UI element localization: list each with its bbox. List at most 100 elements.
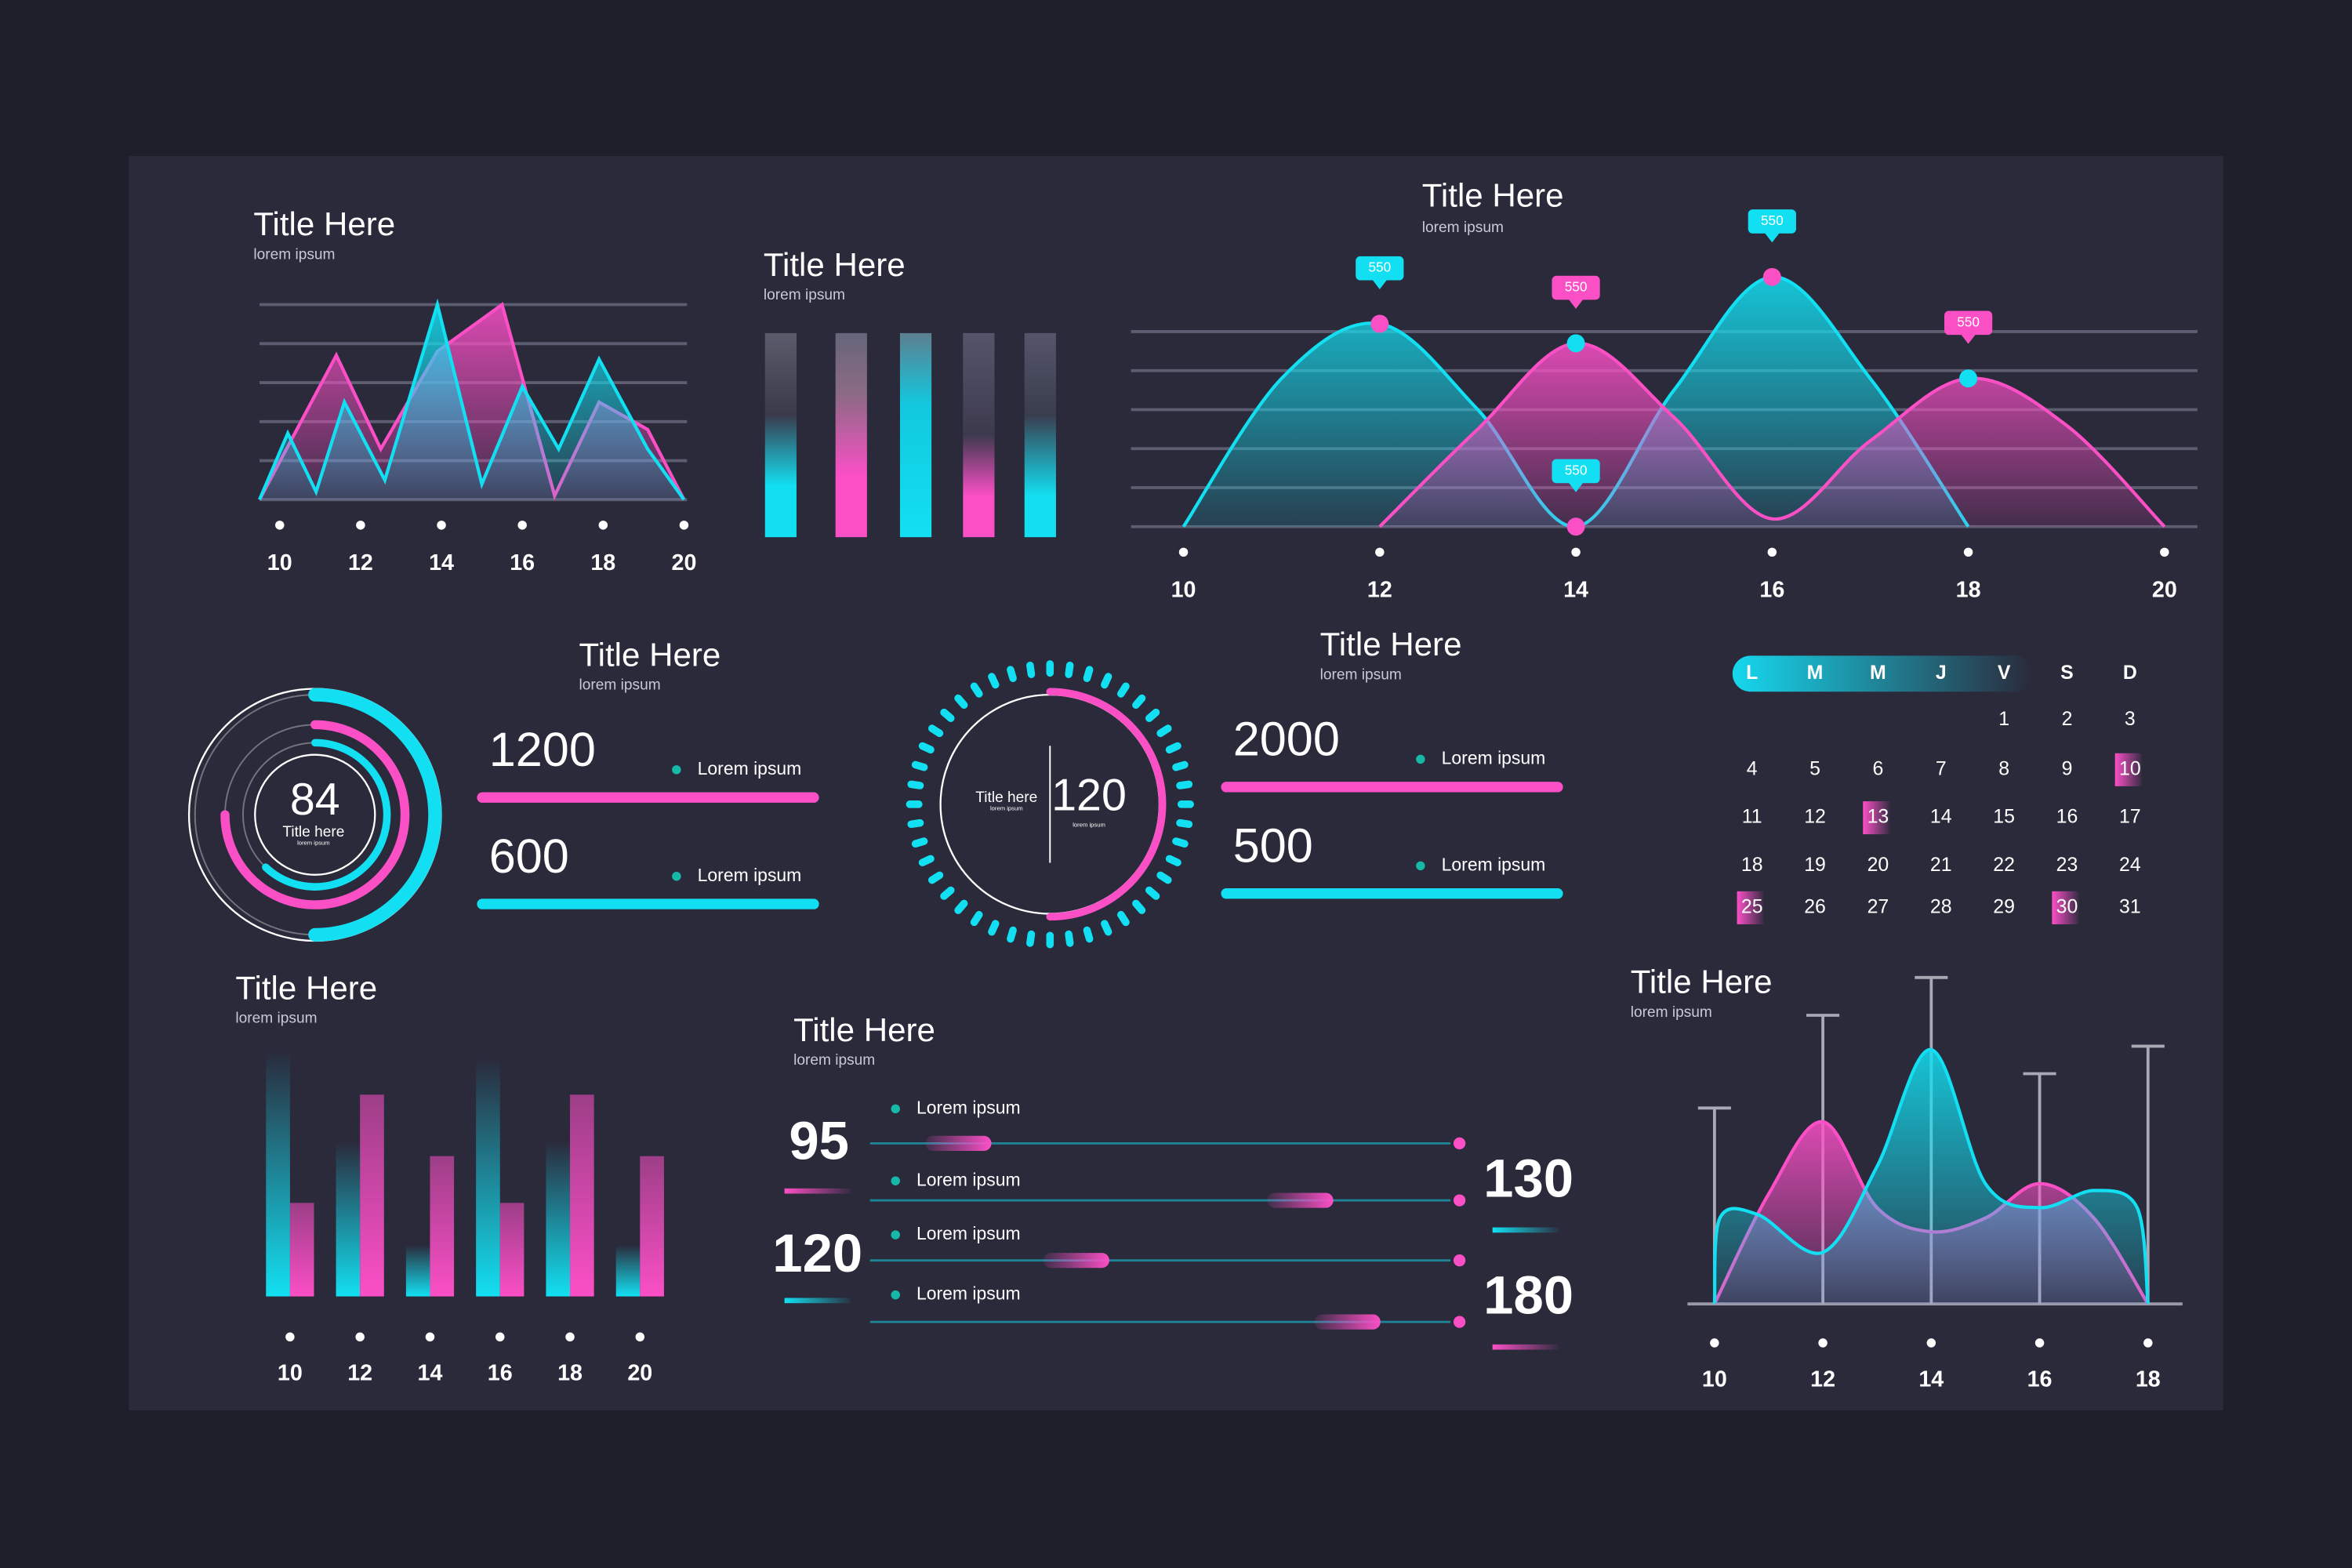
- gauge-sublabel: lorem ipsum: [297, 840, 330, 847]
- x-tick-label: 14: [429, 550, 454, 575]
- x-tick-label: 16: [1759, 578, 1784, 603]
- deco-bar: [1024, 332, 1056, 538]
- day: 15: [1993, 806, 2015, 828]
- stat-label: Lorem ipsum: [698, 865, 802, 885]
- x-tick-label: 14: [1918, 1367, 1944, 1392]
- area-fill: [259, 304, 684, 500]
- slider-knob: [1314, 1314, 1381, 1330]
- day-highlight: [1737, 891, 1764, 924]
- dial-dot: [907, 780, 924, 789]
- dial-label: Title here: [975, 789, 1037, 806]
- day: 4: [1747, 757, 1758, 779]
- bar: [499, 1203, 524, 1297]
- dial-sublabel: lorem ipsum: [990, 805, 1023, 812]
- dial-dot: [1026, 930, 1036, 947]
- day: 3: [2125, 708, 2136, 730]
- x-tick-dot: [1178, 547, 1189, 557]
- stat-label: Lorem ipsum: [1442, 854, 1546, 874]
- point-marker: [1370, 314, 1389, 333]
- panel-title: Title Here: [764, 246, 906, 283]
- day: 28: [1930, 895, 1952, 917]
- day: 18: [1741, 854, 1763, 876]
- point-label: 550: [1957, 314, 1980, 329]
- dial-dot: [1046, 660, 1054, 677]
- dial-dot: [1172, 837, 1189, 848]
- gauge-arc: [220, 720, 410, 909]
- day: 14: [1930, 806, 1952, 828]
- day: 12: [1804, 806, 1826, 828]
- dial-dot: [1176, 780, 1193, 789]
- x-tick-dot: [356, 521, 365, 530]
- bar: [640, 1156, 664, 1297]
- number-underline: [784, 1298, 851, 1304]
- stat-value: 500: [1233, 818, 1313, 872]
- dial-dot: [1176, 818, 1193, 829]
- day: 27: [1867, 895, 1889, 917]
- day: 6: [1872, 757, 1883, 779]
- line: [1378, 341, 2166, 528]
- dial-dot: [1145, 708, 1160, 722]
- dial-dot: [970, 910, 983, 927]
- bar: [336, 1141, 361, 1297]
- day: 20: [1867, 854, 1889, 876]
- day: 23: [2056, 854, 2078, 876]
- slider-label: Lorem ipsum: [916, 1283, 1021, 1304]
- day: 31: [2119, 895, 2141, 917]
- x-tick-dot: [517, 521, 527, 530]
- x-tick-dot: [285, 1332, 295, 1342]
- chart-subtitle: lorem ipsum: [253, 246, 335, 263]
- deco-bar: [764, 332, 797, 538]
- x-tick-label: 18: [590, 550, 615, 575]
- day: 5: [1809, 757, 1820, 779]
- point-marker: [1566, 334, 1585, 353]
- gauge-label: Title here: [282, 824, 344, 840]
- dial-dot: [1145, 886, 1160, 900]
- slider-end: [1453, 1316, 1466, 1328]
- dial-dot: [1046, 931, 1054, 949]
- dial-dot: [1101, 673, 1112, 689]
- point-label: 550: [1368, 260, 1391, 275]
- x-tick-label: 10: [278, 1361, 303, 1386]
- x-tick-dot: [1818, 1338, 1828, 1348]
- stat-value: 2000: [1233, 713, 1340, 766]
- slider-number: 95: [789, 1110, 849, 1171]
- weekday: J: [1936, 662, 1947, 684]
- x-tick-dot: [437, 521, 446, 530]
- dial-dot: [1083, 666, 1094, 682]
- weekday: D: [2123, 662, 2137, 684]
- slider-knob: [925, 1135, 992, 1151]
- x-tick-label: 10: [267, 550, 292, 575]
- x-tick-dot: [598, 521, 608, 530]
- stat-value: 600: [489, 829, 569, 883]
- x-tick-dot: [679, 521, 689, 530]
- x-tick-dot: [635, 1332, 645, 1342]
- slider-dot: [891, 1290, 900, 1300]
- dial-dot: [940, 708, 955, 722]
- dial-value-sublabel: lorem ipsum: [1073, 822, 1105, 829]
- chart-subtitle: lorem ipsum: [235, 1011, 317, 1027]
- x-tick-label: 18: [1956, 578, 1981, 603]
- stats-subtitle: lorem ipsum: [1320, 666, 1402, 683]
- dial-dot: [918, 855, 935, 866]
- chart-title: Title Here: [253, 205, 395, 242]
- dial-dot: [1117, 910, 1130, 927]
- x-tick-dot: [275, 521, 285, 530]
- dial-dot: [1165, 855, 1181, 866]
- x-tick-dot: [2160, 547, 2169, 557]
- label-pointer: [1568, 482, 1584, 492]
- dial-dot: [1065, 661, 1074, 678]
- x-tick-label: 12: [348, 550, 373, 575]
- sliders-subtitle: lorem ipsum: [793, 1052, 875, 1069]
- label-bubble: [1944, 310, 1993, 336]
- bar: [546, 1141, 571, 1297]
- day: 11: [1742, 806, 1762, 828]
- dial-dot: [1101, 920, 1112, 936]
- x-tick-label: 20: [627, 1361, 652, 1386]
- slider-number: 120: [772, 1223, 862, 1283]
- dial-dot: [1172, 760, 1189, 771]
- x-tick-dot: [565, 1332, 575, 1342]
- x-tick-dot: [2143, 1338, 2153, 1348]
- stat-bar: [477, 792, 819, 803]
